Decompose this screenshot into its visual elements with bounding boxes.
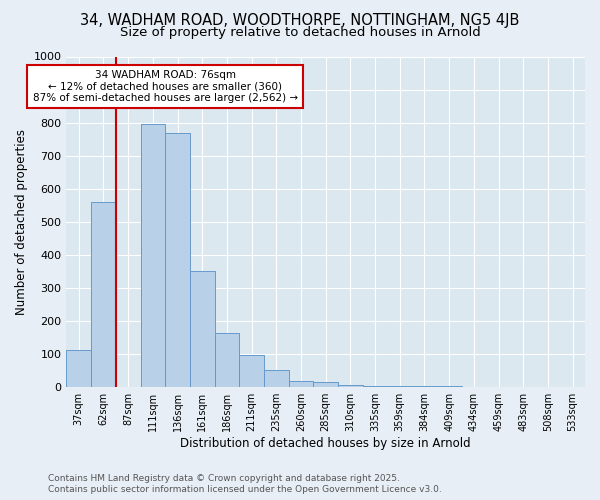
Bar <box>140 124 165 387</box>
Bar <box>511 386 536 387</box>
X-axis label: Distribution of detached houses by size in Arnold: Distribution of detached houses by size … <box>181 437 471 450</box>
Bar <box>165 132 190 387</box>
Bar <box>239 355 264 387</box>
Bar <box>67 350 91 387</box>
Bar <box>215 332 239 387</box>
Bar <box>536 386 560 387</box>
Bar <box>91 202 116 387</box>
Bar <box>461 386 486 387</box>
Text: 34, WADHAM ROAD, WOODTHORPE, NOTTINGHAM, NG5 4JB: 34, WADHAM ROAD, WOODTHORPE, NOTTINGHAM,… <box>80 12 520 28</box>
Bar <box>560 386 585 387</box>
Bar <box>486 386 511 387</box>
Bar <box>289 380 313 387</box>
Bar <box>412 386 437 387</box>
Bar <box>313 382 338 387</box>
Bar <box>437 386 461 387</box>
Y-axis label: Number of detached properties: Number of detached properties <box>15 129 28 315</box>
Text: Size of property relative to detached houses in Arnold: Size of property relative to detached ho… <box>119 26 481 39</box>
Bar <box>388 386 412 387</box>
Bar <box>338 384 363 387</box>
Bar <box>264 370 289 387</box>
Text: 34 WADHAM ROAD: 76sqm
← 12% of detached houses are smaller (360)
87% of semi-det: 34 WADHAM ROAD: 76sqm ← 12% of detached … <box>32 70 298 103</box>
Bar <box>363 386 388 387</box>
Bar <box>190 272 215 387</box>
Text: Contains HM Land Registry data © Crown copyright and database right 2025.
Contai: Contains HM Land Registry data © Crown c… <box>48 474 442 494</box>
